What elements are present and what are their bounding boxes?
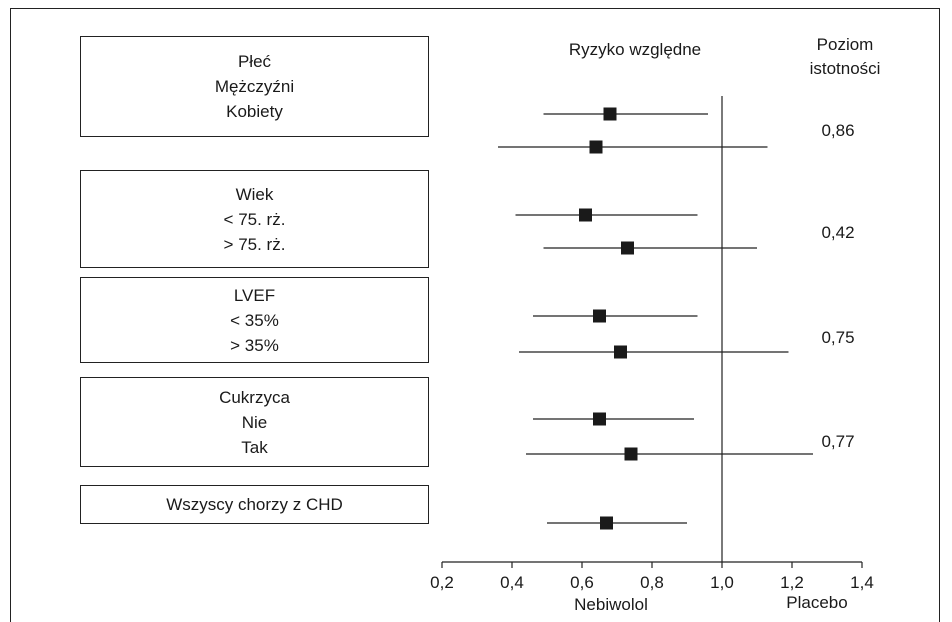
group-sex-title: Płeć [237,52,272,71]
header-significance-line2: istotności [809,59,881,78]
x-tick-label: 1,2 [780,573,804,592]
group-diabetes-no: Nie [241,412,268,432]
x-tick-label: 1,0 [710,573,734,592]
point-estimate [593,309,606,323]
group-lvef-over35: > 35% [230,335,279,355]
point-estimate [621,241,634,255]
group-box-lvef: LVEF < 35% > 35% [80,277,429,363]
group-age-over75: > 75. rż. [223,234,286,254]
group-sex-women: Kobiety [226,102,283,121]
x-tick-label: 0,2 [430,573,454,592]
group-sex-men: Mężczyźni [214,77,295,96]
p-value: 0,77 [821,432,854,451]
point-estimate [593,412,606,426]
group-box-age: Wiek < 75. rż. > 75. rż. [80,170,429,268]
point-estimate [603,107,617,121]
group-lvef-under35: < 35% [230,310,279,330]
footer-placebo-label: Placebo [786,593,847,612]
x-tick-label: 1,4 [850,573,874,592]
point-estimate [579,208,592,222]
point-estimate [614,345,627,359]
x-tick-label: 0,4 [500,573,524,592]
x-tick-label: 0,6 [570,573,594,592]
group-box-sex: Płeć Mężczyźni Kobiety [80,36,429,137]
p-value: 0,86 [821,121,854,140]
group-box-all: Wszyscy chorzy z CHD [80,485,429,524]
point-estimate [589,140,603,154]
footer-nebiwolol-label: Nebiwolol [574,595,648,614]
p-value: 0,42 [821,223,854,242]
group-diabetes-yes: Tak [241,437,268,457]
point-estimate [600,516,613,530]
group-lvef-title: LVEF [233,285,276,305]
figure-frame [10,8,940,622]
header-significance: Poziom istotności [790,33,900,81]
group-age-title: Wiek [235,184,274,204]
group-box-diabetes: Cukrzyca Nie Tak [80,377,429,467]
header-relative-risk: Ryzyko względne [568,40,702,59]
point-estimate [624,447,638,461]
group-diabetes-title: Cukrzyca [219,387,290,407]
header-significance-line1: Poziom [816,35,874,54]
group-age-under75: < 75. rż. [223,209,286,229]
p-value: 0,75 [821,328,854,347]
x-tick-label: 0,8 [640,573,664,592]
group-all-title: Wszyscy chorzy z CHD [166,495,343,514]
